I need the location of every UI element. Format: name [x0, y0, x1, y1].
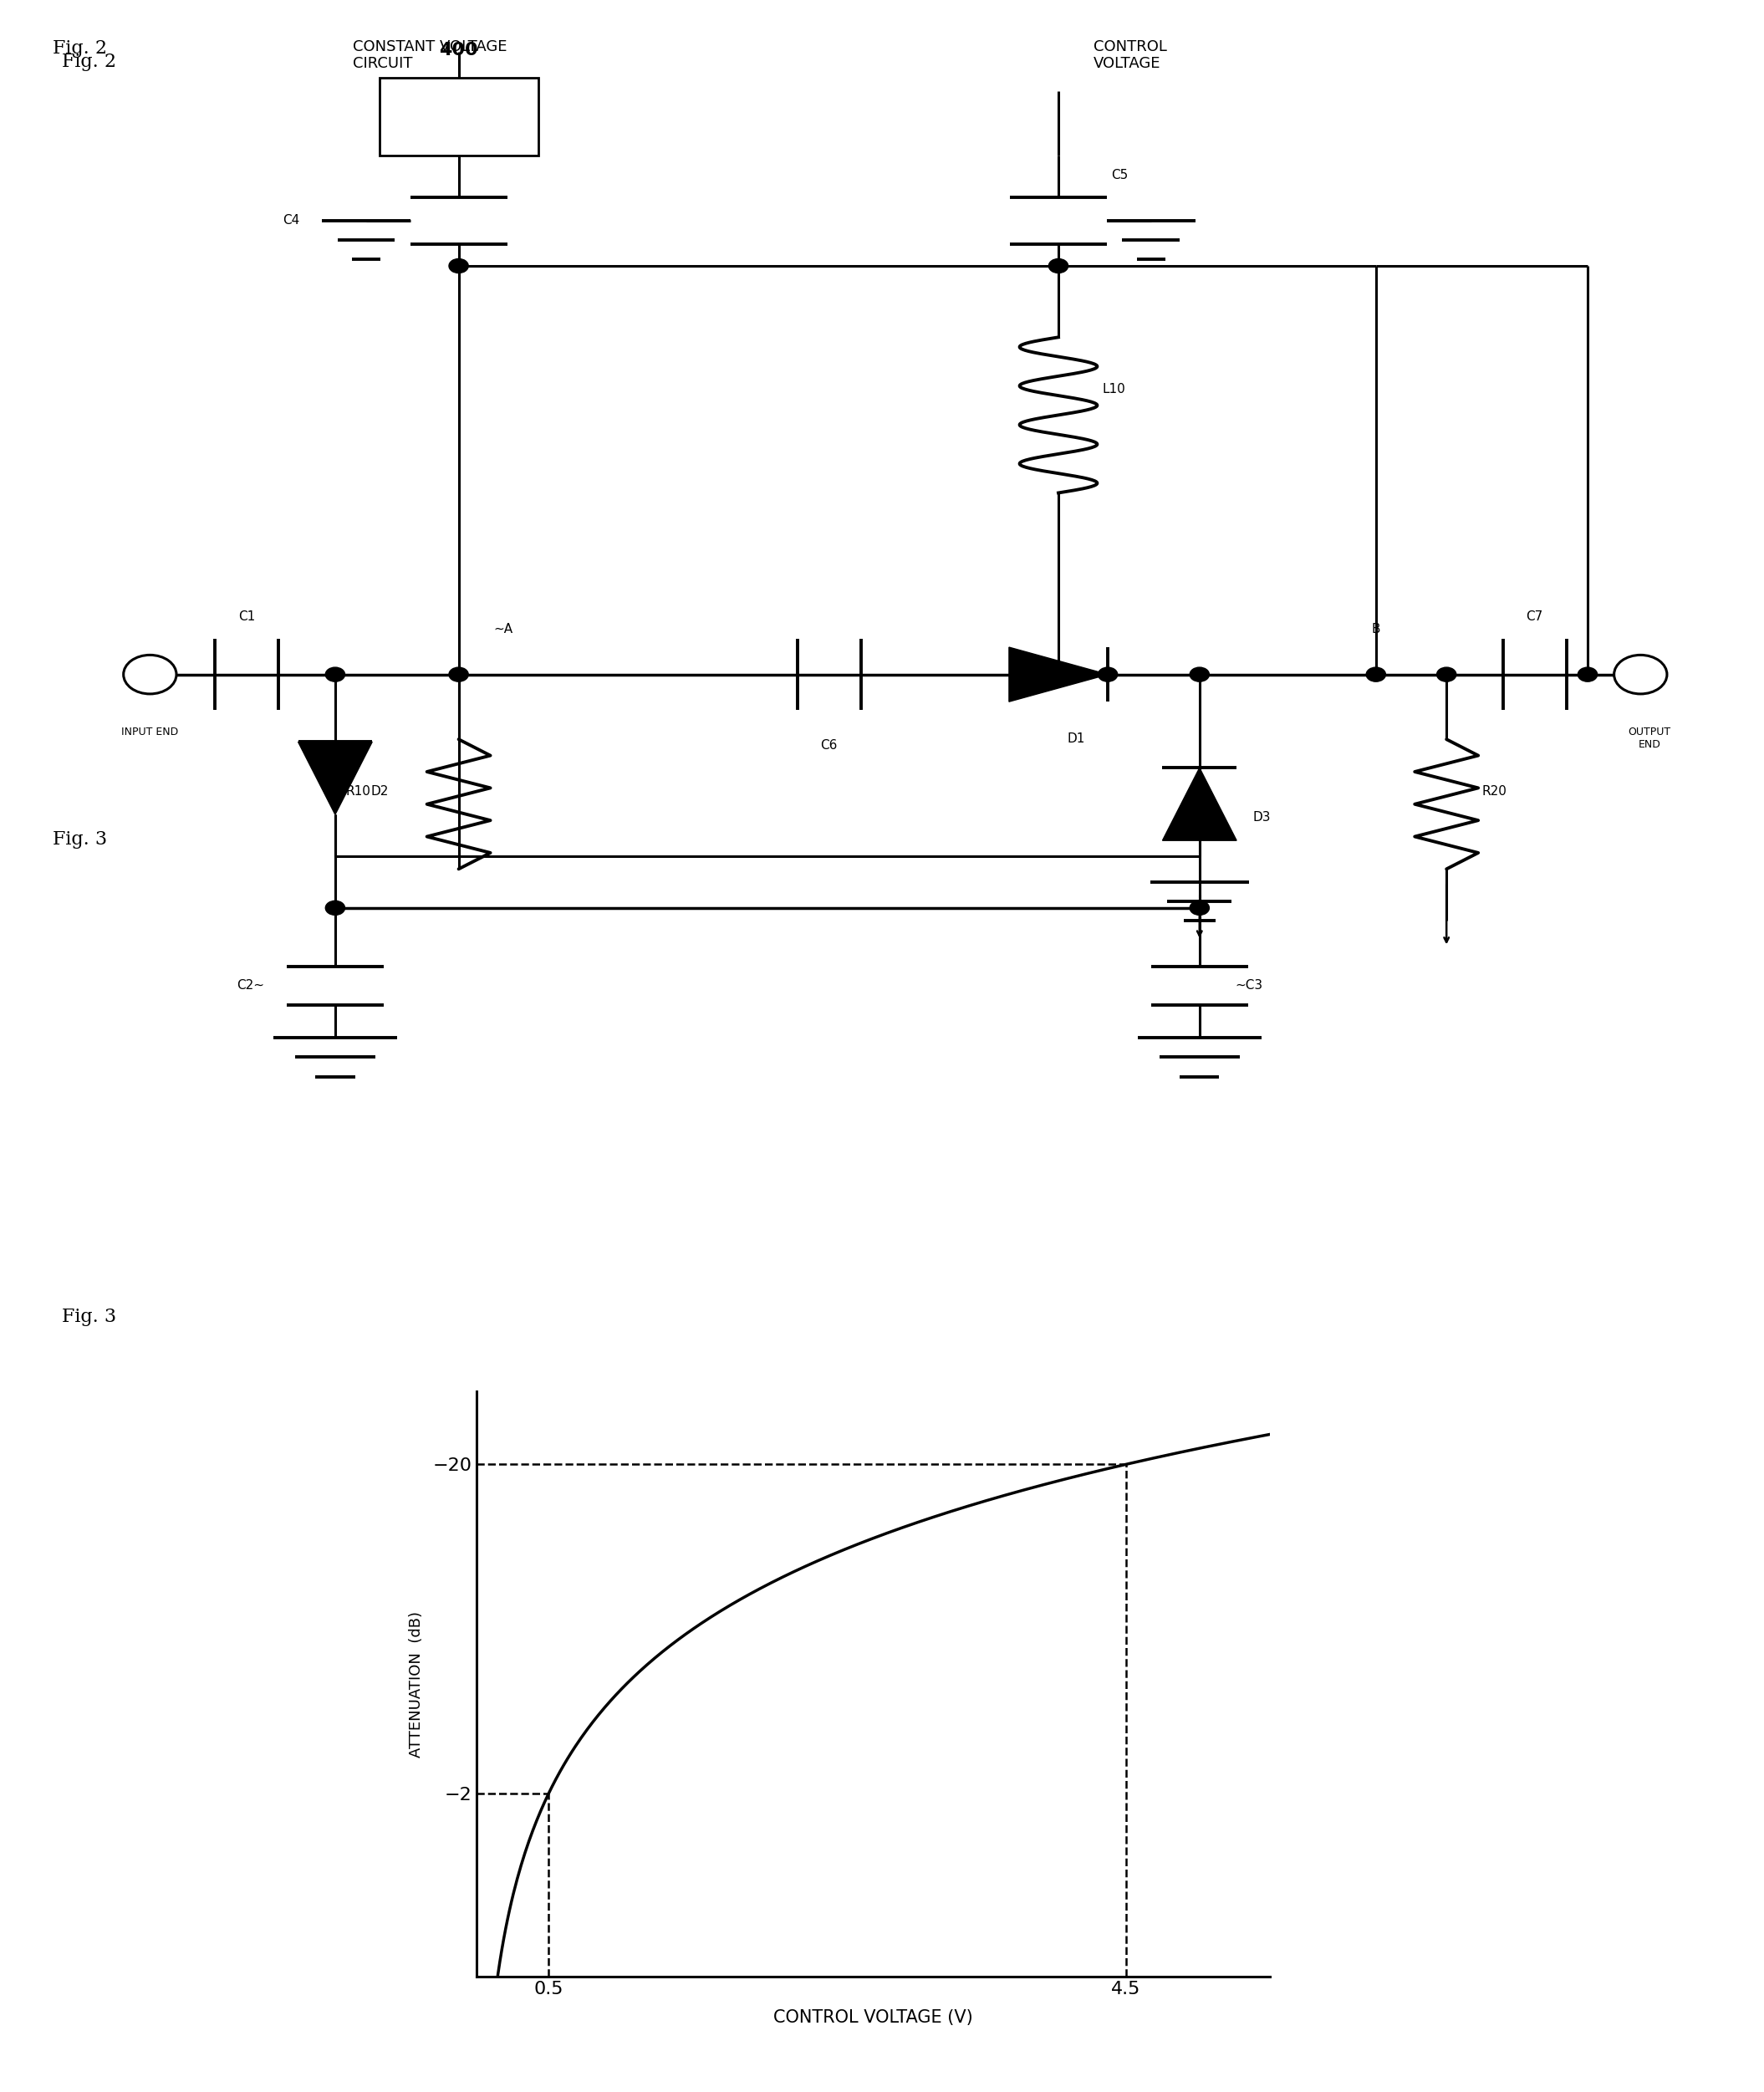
Text: Fig. 2: Fig. 2 [53, 40, 108, 56]
Y-axis label: ATTENUATION  (dB): ATTENUATION (dB) [409, 1611, 423, 1757]
Circle shape [326, 667, 346, 682]
Text: C6: C6 [820, 738, 838, 751]
Text: B: B [1372, 623, 1379, 636]
Text: C7: C7 [1526, 611, 1544, 623]
Text: C2~: C2~ [236, 979, 265, 992]
Text: D1: D1 [1067, 732, 1085, 745]
Circle shape [1191, 667, 1210, 682]
Text: INPUT END: INPUT END [122, 726, 178, 736]
Text: R20: R20 [1482, 784, 1506, 797]
Circle shape [1048, 667, 1069, 682]
Text: CONSTANT VOLTAGE
CIRCUIT: CONSTANT VOLTAGE CIRCUIT [353, 40, 506, 71]
Circle shape [1191, 902, 1210, 914]
Text: Fig. 3: Fig. 3 [53, 831, 108, 849]
Polygon shape [1162, 768, 1237, 841]
Text: C5: C5 [1111, 169, 1129, 182]
Circle shape [448, 667, 469, 682]
Circle shape [1436, 667, 1457, 682]
Bar [379, 77, 538, 155]
Circle shape [1048, 259, 1069, 274]
Text: Fig. 2: Fig. 2 [62, 52, 116, 71]
Text: ~A: ~A [494, 623, 513, 636]
Text: R10: R10 [346, 784, 370, 797]
Polygon shape [1009, 646, 1108, 701]
Text: D3: D3 [1252, 812, 1270, 824]
Polygon shape [298, 743, 372, 814]
Text: 400: 400 [439, 42, 478, 59]
Text: Fig. 3: Fig. 3 [62, 1308, 116, 1326]
Text: ~C3: ~C3 [1235, 979, 1263, 992]
Text: C1: C1 [238, 611, 256, 623]
Circle shape [1579, 667, 1598, 682]
Text: D2: D2 [370, 784, 388, 797]
Text: CONTROL
VOLTAGE: CONTROL VOLTAGE [1094, 40, 1168, 71]
Text: OUTPUT
END: OUTPUT END [1628, 726, 1671, 749]
Circle shape [326, 902, 346, 914]
Circle shape [1097, 667, 1118, 682]
Circle shape [448, 259, 469, 274]
Text: L10: L10 [1102, 383, 1125, 395]
X-axis label: CONTROL VOLTAGE (V): CONTROL VOLTAGE (V) [773, 2008, 974, 2025]
Text: C4: C4 [282, 213, 300, 226]
Circle shape [1367, 667, 1387, 682]
